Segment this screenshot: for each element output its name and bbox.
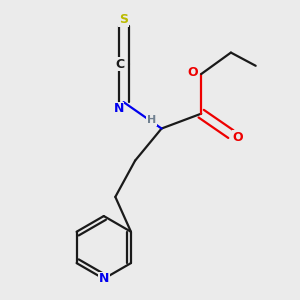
Text: O: O — [188, 66, 198, 79]
Text: N: N — [99, 272, 109, 285]
Text: H: H — [147, 115, 156, 125]
Text: N: N — [113, 102, 124, 115]
Text: O: O — [232, 131, 243, 144]
Text: C: C — [116, 58, 125, 70]
Text: S: S — [119, 13, 128, 26]
